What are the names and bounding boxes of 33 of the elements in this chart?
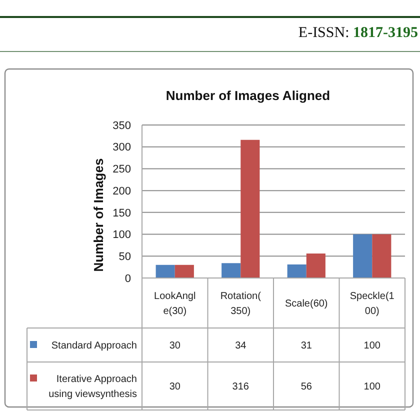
bar bbox=[353, 234, 372, 278]
y-tick-label: 100 bbox=[112, 229, 131, 242]
bar bbox=[372, 234, 392, 278]
x-tick-label: Rotation(350) bbox=[220, 291, 262, 317]
y-tick-label: 200 bbox=[112, 185, 131, 198]
legend-label: Standard Approach bbox=[51, 340, 137, 352]
data-label: 100 bbox=[364, 382, 381, 392]
x-tick-label: Scale(60) bbox=[284, 298, 328, 310]
y-tick-label: 50 bbox=[118, 250, 131, 263]
bar bbox=[174, 264, 194, 278]
data-label: 30 bbox=[169, 382, 181, 392]
y-tick-label: 250 bbox=[112, 164, 131, 176]
y-tick-label: 0 bbox=[124, 272, 131, 285]
bar bbox=[287, 264, 306, 278]
x-tick-label: LookAngle(30) bbox=[154, 291, 196, 317]
data-label: 30 bbox=[169, 340, 181, 352]
bar bbox=[240, 140, 260, 278]
data-label: 100 bbox=[364, 340, 381, 352]
y-tick-label: 350 bbox=[112, 120, 131, 132]
y-tick-label: 300 bbox=[112, 142, 131, 154]
x-tick-label: Speckle(100) bbox=[350, 291, 395, 317]
y-tick-label: 150 bbox=[112, 207, 131, 220]
data-label: 316 bbox=[232, 382, 250, 392]
bar bbox=[222, 263, 241, 278]
bar bbox=[306, 254, 326, 278]
legend-label: Iterative Approach using viewsynthesis bbox=[48, 374, 137, 400]
data-label: 34 bbox=[235, 340, 247, 352]
y-axis-title: Number of Images bbox=[91, 158, 106, 272]
chart-title: Number of Images Aligned bbox=[166, 88, 330, 103]
data-label: 56 bbox=[300, 382, 312, 392]
text: E-ISSN: 1817-3195 bbox=[298, 25, 418, 41]
data-label: 31 bbox=[300, 340, 312, 352]
bar bbox=[156, 264, 175, 278]
